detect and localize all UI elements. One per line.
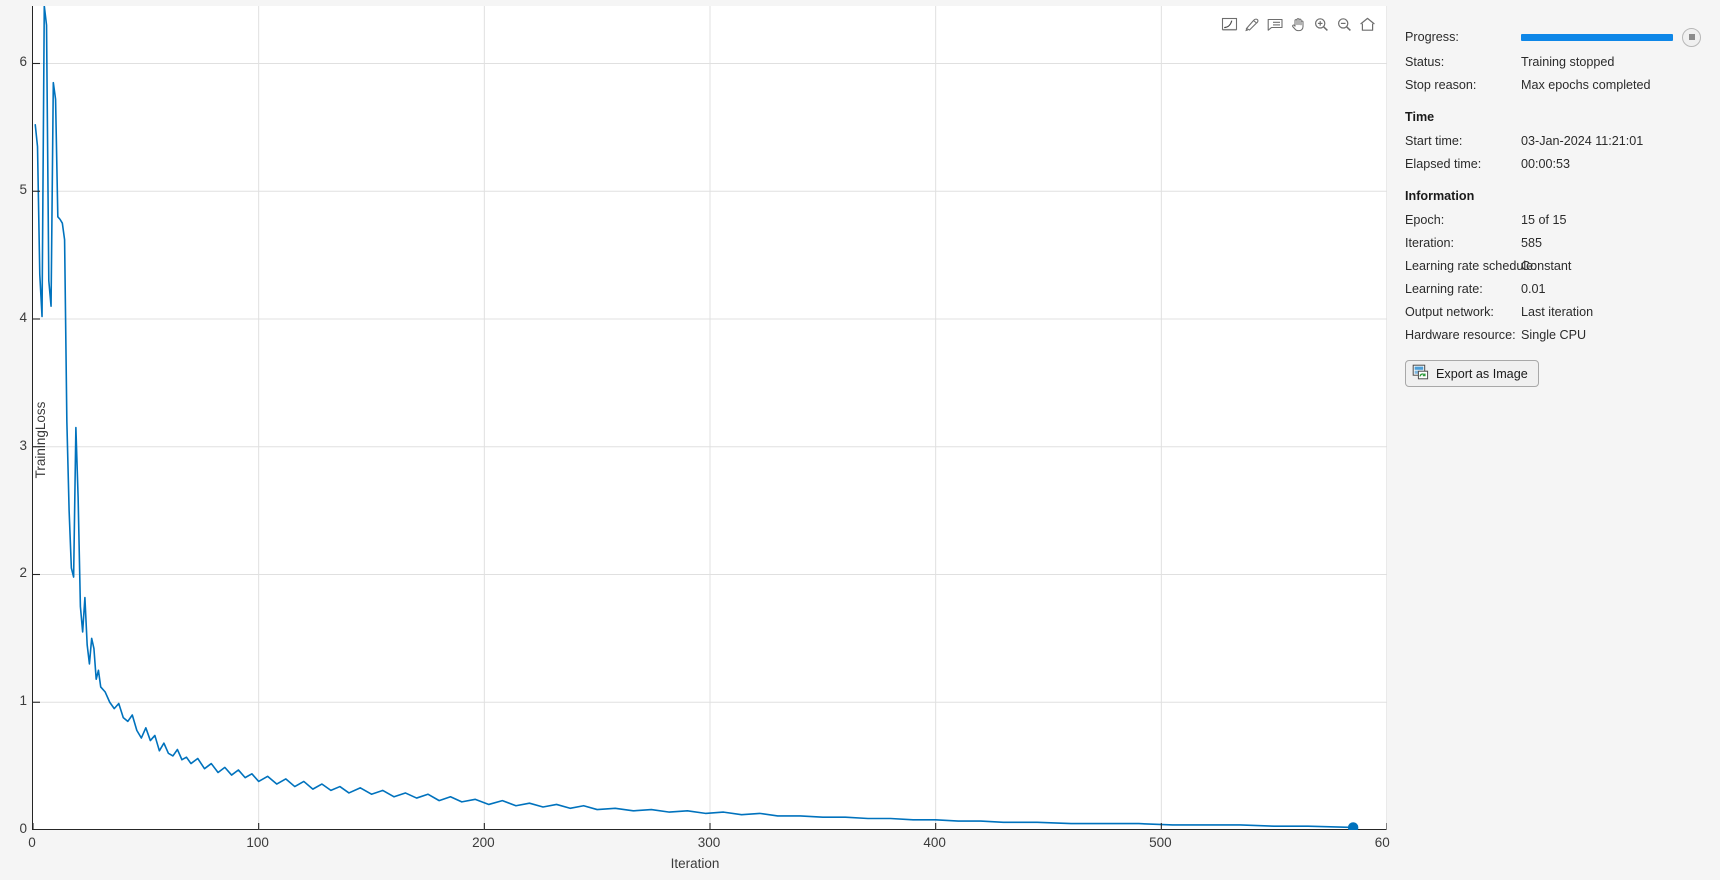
start-time-label: Start time: — [1405, 133, 1463, 148]
x-tick-label: 200 — [472, 835, 495, 850]
status-label: Status: — [1405, 54, 1445, 69]
final-point-marker — [1347, 822, 1359, 830]
output-network-label: Output network: — [1405, 304, 1494, 319]
stop-reason-value: Max epochs completed — [1521, 77, 1651, 92]
output-network-value: Last iteration — [1521, 304, 1594, 319]
zoom-in-icon[interactable] — [1311, 14, 1332, 35]
information-section-heading: Information — [1405, 189, 1475, 203]
restore-view-icon[interactable] — [1357, 14, 1378, 35]
learning-rate-label: Learning rate: — [1405, 281, 1483, 296]
grid-lines — [33, 6, 1387, 830]
training-loss-chart — [33, 6, 1387, 830]
plot-axes[interactable] — [32, 6, 1387, 830]
elapsed-time-value: 00:00:53 — [1521, 156, 1571, 171]
iteration-label: Iteration: — [1405, 235, 1455, 250]
epoch-row: Epoch: 15 of 15 — [1405, 208, 1710, 231]
export-plot-icon[interactable] — [1219, 14, 1240, 35]
y-tick-label: 3 — [19, 437, 27, 453]
status-row: Status: Training stopped — [1405, 50, 1710, 73]
zoom-out-icon[interactable] — [1334, 14, 1355, 35]
progress-bar-fill — [1521, 33, 1673, 41]
stop-reason-row: Stop reason: Max epochs completed — [1405, 73, 1710, 96]
y-tick-label: 0 — [19, 821, 27, 836]
lr-schedule-value: Constant — [1521, 258, 1572, 273]
x-tick-label: 100 — [246, 835, 269, 850]
loss-curve — [34, 6, 1354, 829]
hardware-resource-label: Hardware resource: — [1405, 327, 1516, 342]
y-tick-label: 6 — [19, 54, 27, 70]
y-tick-label: 1 — [19, 693, 27, 709]
learning-rate-value: 0.01 — [1521, 281, 1546, 296]
export-image-icon — [1412, 364, 1429, 383]
export-as-image-label: Export as Image — [1436, 366, 1528, 381]
axes-toolbar — [1219, 14, 1378, 35]
y-tick-label: 4 — [19, 309, 27, 325]
y-tick-label: 5 — [19, 182, 27, 198]
pan-hand-icon[interactable] — [1288, 14, 1309, 35]
learning-rate-row: Learning rate: 0.01 — [1405, 277, 1710, 300]
iteration-value: 585 — [1521, 235, 1543, 250]
progress-bar — [1521, 33, 1673, 41]
elapsed-time-row: Elapsed time: 00:00:53 — [1405, 152, 1710, 175]
time-section-heading: Time — [1405, 110, 1435, 124]
epoch-label: Epoch: — [1405, 212, 1445, 227]
y-axis-label: TrainingLoss — [32, 401, 48, 479]
x-tick-label: 500 — [1149, 835, 1172, 850]
start-time-row: Start time: 03-Jan-2024 11:21:01 — [1405, 129, 1710, 152]
iteration-row: Iteration: 585 — [1405, 231, 1710, 254]
epoch-value: 15 of 15 — [1521, 212, 1567, 227]
x-tick-label: 300 — [697, 835, 721, 850]
x-tick-label: 0 — [28, 835, 36, 850]
stop-reason-label: Stop reason: — [1405, 77, 1477, 92]
x-axis-label: Iteration — [670, 856, 720, 871]
stop-square-icon — [1688, 34, 1695, 40]
status-value: Training stopped — [1521, 54, 1615, 69]
training-info-panel: Progress: Status: Training stopped Stop … — [1390, 0, 1720, 880]
hardware-resource-value: Single CPU — [1521, 327, 1587, 342]
export-as-image-button[interactable]: Export as Image — [1405, 360, 1539, 387]
elapsed-time-label: Elapsed time: — [1405, 156, 1482, 171]
y-tick-label: 2 — [19, 565, 27, 581]
tick-marks — [33, 62, 1387, 830]
start-time-value: 03-Jan-2024 11:21:01 — [1521, 133, 1644, 148]
lr-schedule-row: Learning rate schedule: Constant — [1405, 254, 1710, 277]
x-tick-label: 400 — [923, 835, 946, 850]
progress-label: Progress: — [1405, 30, 1459, 44]
hardware-resource-row: Hardware resource: Single CPU — [1405, 323, 1710, 346]
brush-data-icon[interactable] — [1242, 14, 1263, 35]
progress-row: Progress: — [1405, 24, 1710, 50]
output-network-row: Output network: Last iteration — [1405, 300, 1710, 323]
lr-schedule-label: Learning rate schedule: — [1405, 258, 1537, 273]
data-tip-icon[interactable] — [1265, 14, 1286, 35]
stop-training-button[interactable] — [1682, 27, 1701, 47]
